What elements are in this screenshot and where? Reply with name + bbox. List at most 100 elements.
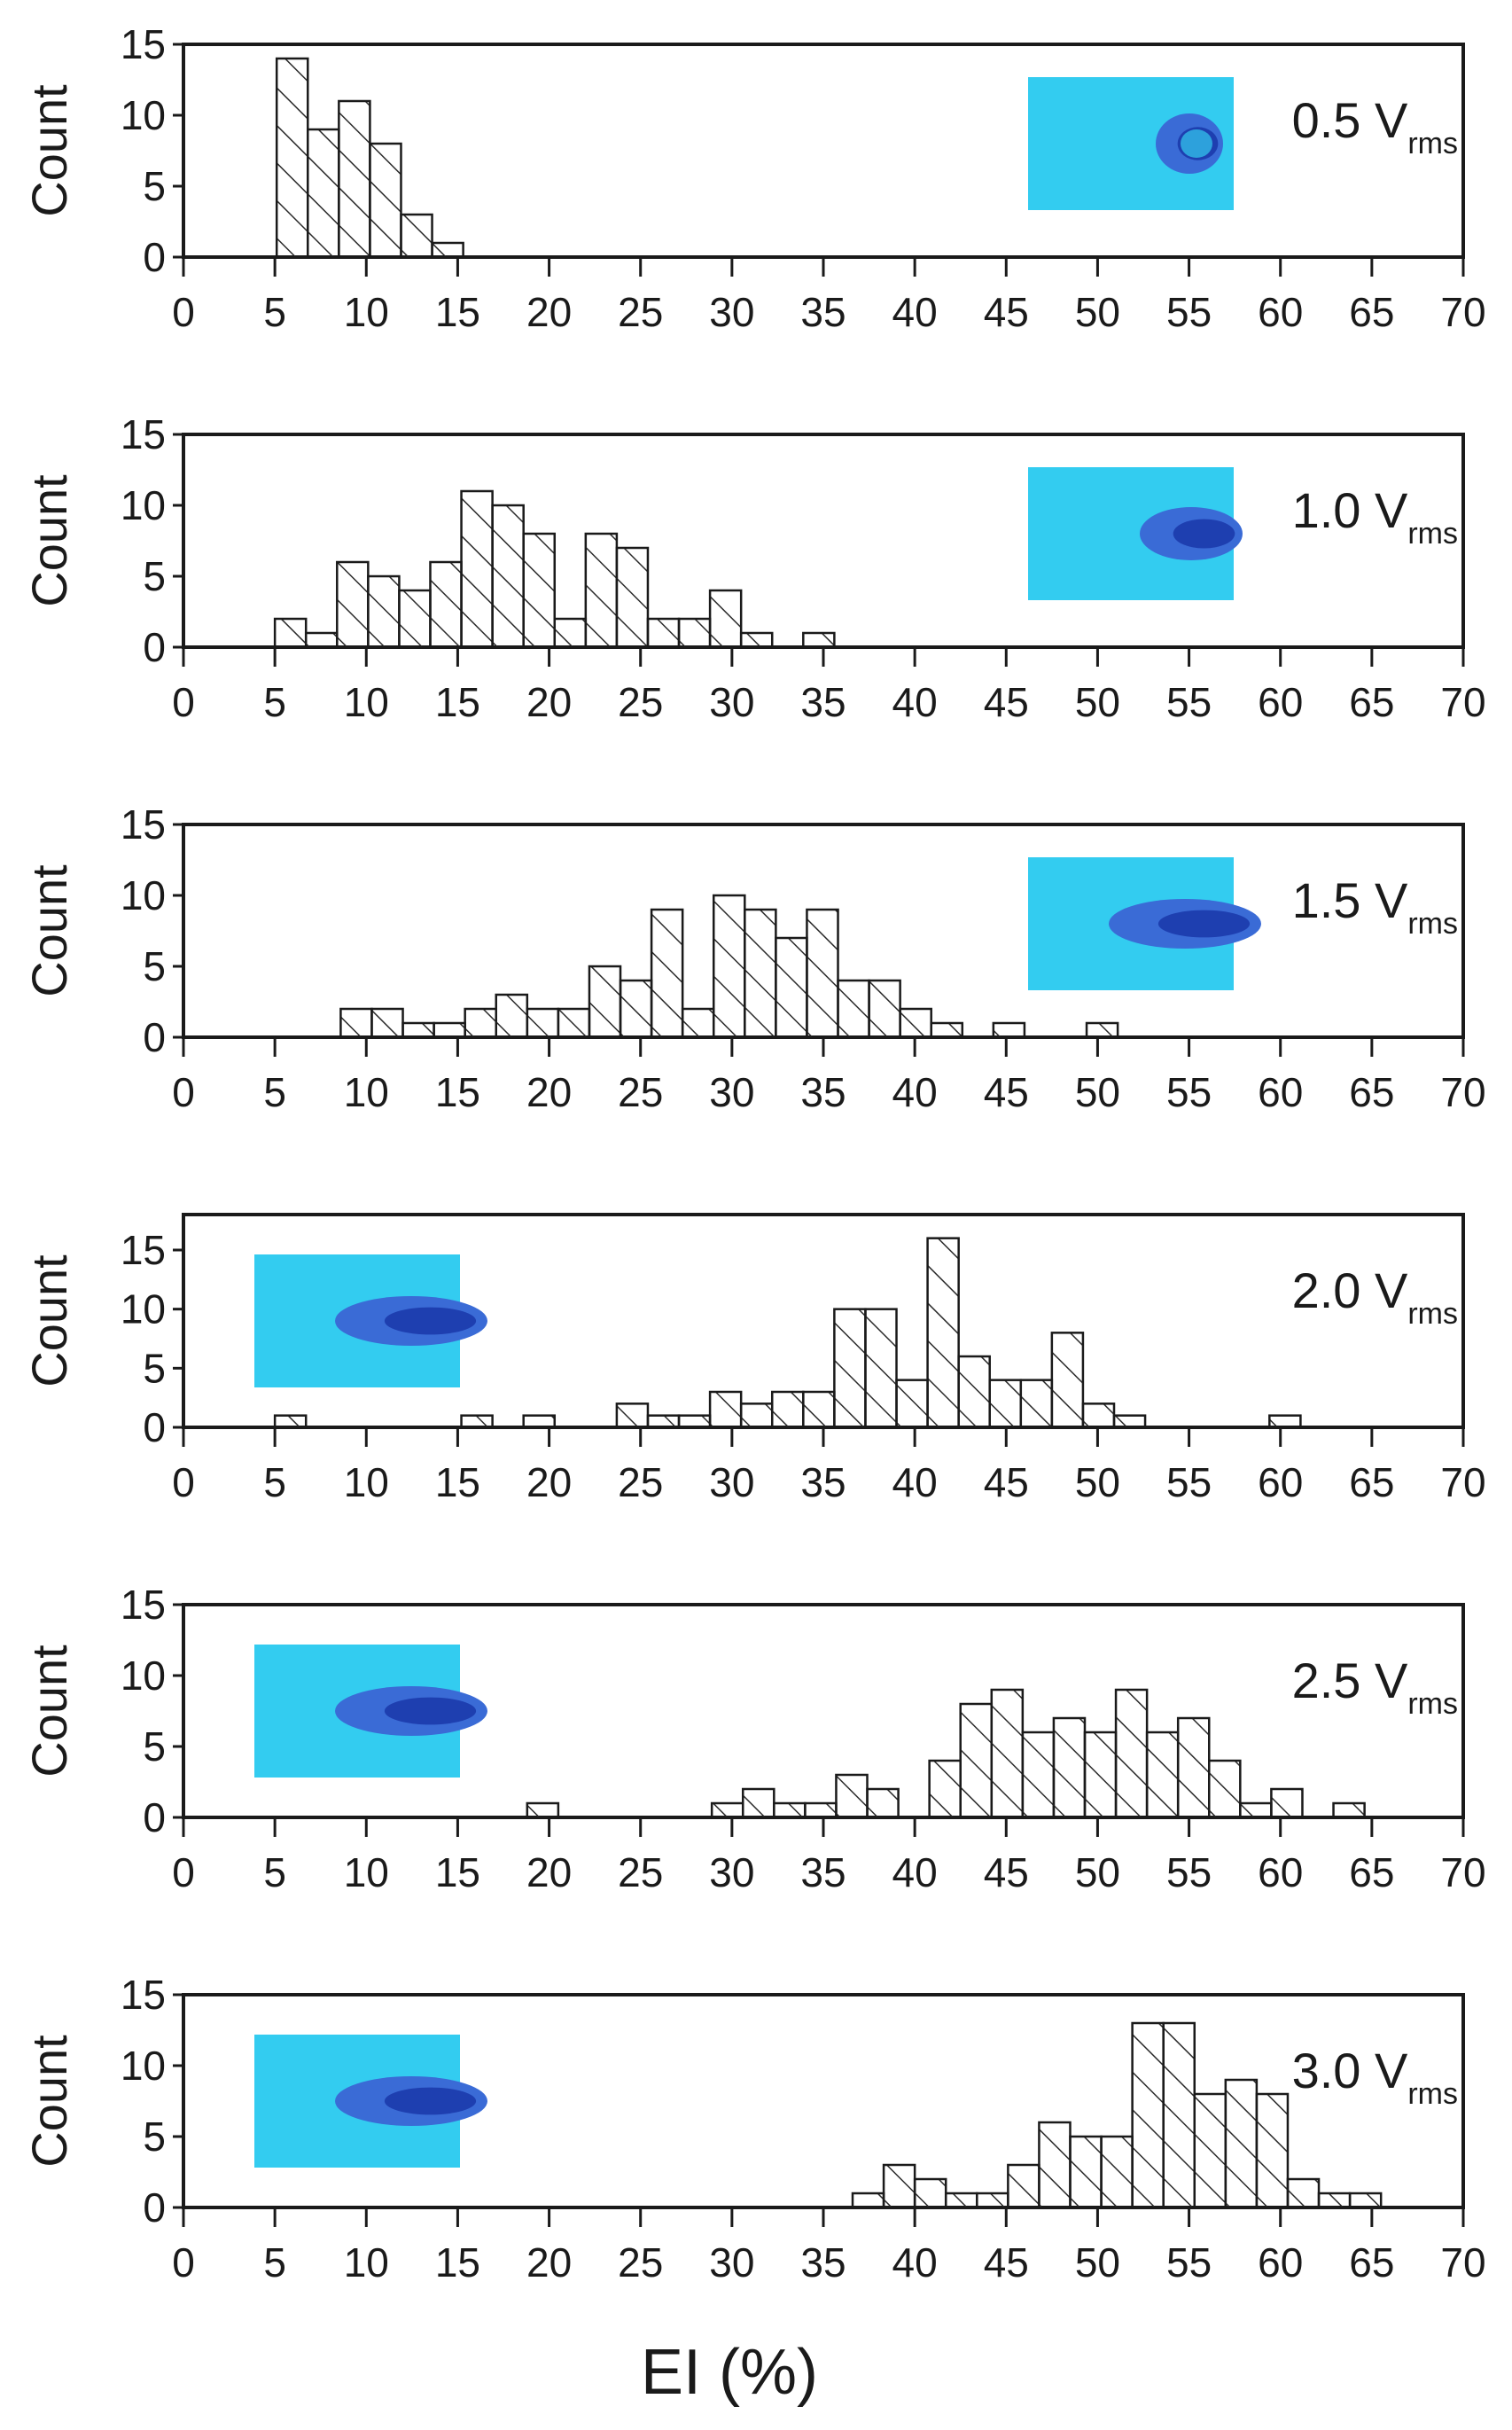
x-tick-label: 45 [984,289,1029,335]
x-tick-label: 40 [892,1069,938,1115]
histogram-bar [928,1759,962,1819]
x-tick-label: 10 [344,1849,389,1895]
histogram-bar [1145,1731,1180,1819]
x-tick-label: 35 [800,1069,846,1115]
histogram-bar [650,908,684,1039]
histogram-bar [988,1379,1023,1429]
x-tick-label: 70 [1440,289,1485,335]
histogram-bar [584,532,619,649]
voltage-label: 2.0 Vrms [1292,1262,1458,1331]
histogram-bar [866,1787,900,1819]
voltage-subscript: rms [1407,127,1458,160]
x-tick-label: 25 [618,2239,663,2285]
x-tick-label: 50 [1075,1849,1120,1895]
x-tick-label: 15 [435,1849,480,1895]
histogram-bar [526,1007,560,1039]
x-tick-label: 60 [1258,1459,1303,1505]
inset-jet-inner [384,1697,477,1725]
histogram-bar [615,546,650,649]
histogram-bar [588,965,622,1039]
y-tick-label: 0 [143,624,166,670]
histogram-bar [273,1414,308,1429]
histogram-bar [712,894,746,1039]
histogram-bar [1286,2177,1321,2209]
x-tick-label: 10 [344,679,389,725]
y-tick-label: 0 [143,1014,166,1060]
histogram-bar [895,1379,929,1429]
x-tick-label: 45 [984,1459,1029,1505]
histogram-bar [1176,1716,1211,1819]
voltage-value: 1.0 V [1292,482,1408,538]
x-tick-label: 10 [344,2239,389,2285]
histogram-bar [959,1702,994,1819]
x-tick-label: 20 [526,289,572,335]
bars-group [273,1237,1302,1429]
voltage-label: 3.0 Vrms [1292,2043,1458,2111]
histogram-bar [1052,1716,1087,1819]
x-tick-label: 25 [618,1459,663,1505]
voltage-label: 2.5 Vrms [1292,1653,1458,1721]
x-tick-label: 40 [892,679,938,725]
x-tick-label: 20 [526,1849,572,1895]
histogram-bar [460,1414,494,1429]
y-tick-label: 5 [143,163,166,209]
histogram-bar [557,1007,591,1039]
x-tick-label: 25 [618,1069,663,1115]
histogram-bar [1239,1801,1273,1819]
x-tick-label: 0 [172,289,195,335]
y-tick-label: 15 [121,21,166,67]
histogram-bar [304,631,339,649]
y-axis-title: Count [21,474,77,607]
histogram-bar [1332,1801,1366,1819]
y-tick-label: 0 [143,234,166,280]
y-axis-title: Count [21,1645,77,1778]
histogram-panel: 0 5 10 15 Count 0 5 10 15 20 25 30 35 40 45 50 55 60 65 70 1… [21,411,1486,725]
histogram-bar [275,57,309,259]
y-tick-label: 5 [143,2114,166,2160]
histogram-bar [1317,2192,1352,2209]
histogram-bar [944,2192,978,2209]
x-tick-label: 65 [1349,289,1394,335]
bars-group [526,1688,1366,1819]
inset-jet-inner [384,1307,477,1335]
histogram-panel: 0 5 10 15 Count 0 5 10 15 20 25 30 35 40 45 50 55 60 65 70 1… [21,801,1486,1115]
histogram-bar [708,1390,743,1429]
x-tick-label: 30 [709,679,754,725]
inset-jet-core [1181,129,1212,158]
y-tick-label: 10 [121,92,166,138]
x-tick-label: 50 [1075,289,1120,335]
x-tick-label: 40 [892,1459,938,1505]
voltage-subscript: rms [1407,907,1458,941]
x-tick-label: 20 [526,1459,572,1505]
voltage-subscript: rms [1407,2077,1458,2111]
histogram-bar [957,1355,991,1429]
x-tick-label: 0 [172,1459,195,1505]
histogram-bar [868,979,901,1039]
histogram-panel: 0 5 10 15 Count 0 5 10 15 20 25 30 35 40 45 50 55 60 65 70 2… [21,1213,1486,1505]
x-tick-label: 70 [1440,2239,1485,2285]
histogram-bar [882,2163,916,2209]
y-tick-label: 10 [121,872,166,918]
x-tick-label: 60 [1258,679,1303,725]
histogram-bar [1081,1403,1116,1429]
histogram-bar [1208,1759,1242,1819]
x-tick-label: 0 [172,2239,195,2285]
inset-jet-inner [1173,519,1235,549]
inset-image [1028,467,1243,600]
y-tick-label: 15 [121,1227,166,1273]
y-tick-label: 10 [121,482,166,528]
y-axis-title: Count [21,864,77,997]
histogram-bar [615,1403,650,1429]
inset-jet-inner [1157,910,1251,938]
histogram-bar [677,617,712,649]
histogram-panel: 0 5 10 15 Count 0 5 10 15 20 25 30 35 40 45 50 55 60 65 70 0… [21,21,1486,335]
x-tick-label: 15 [435,289,480,335]
y-tick-label: 5 [143,553,166,599]
x-tick-label: 40 [892,289,938,335]
voltage-value: 0.5 V [1292,92,1408,148]
histogram-bar [926,1237,960,1429]
x-tick-label: 5 [263,1069,286,1115]
histogram-bar [990,1688,1025,1819]
x-tick-label: 35 [800,289,846,335]
histogram-bar [1021,1731,1056,1819]
